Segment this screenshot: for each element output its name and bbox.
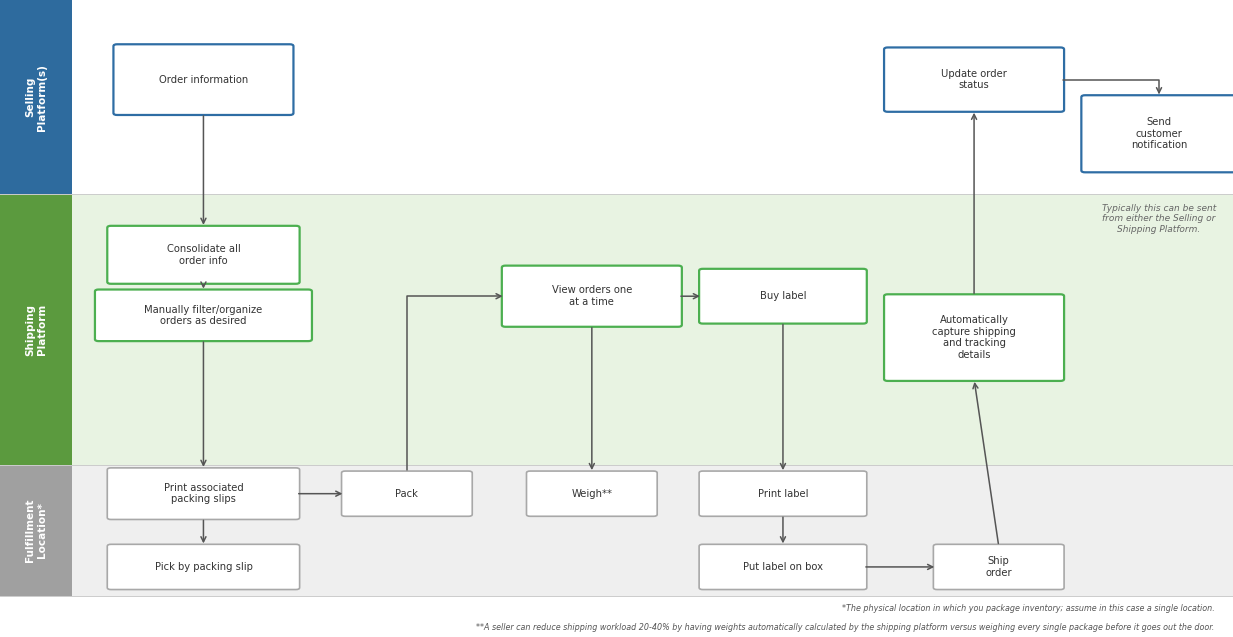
Text: Pack: Pack [396,489,418,499]
Text: Update order
status: Update order status [941,69,1007,90]
Text: Pick by packing slip: Pick by packing slip [154,562,253,572]
Text: Shipping
Platform: Shipping Platform [25,304,47,355]
FancyBboxPatch shape [95,289,312,341]
Text: *The physical location in which you package inventory; assume in this case a sin: *The physical location in which you pack… [842,604,1215,613]
Text: Manually filter/organize
orders as desired: Manually filter/organize orders as desir… [144,304,263,326]
Text: Put label on box: Put label on box [743,562,822,572]
Text: Consolidate all
order info: Consolidate all order info [166,244,240,266]
Text: Buy label: Buy label [760,291,806,301]
FancyBboxPatch shape [1081,95,1233,172]
Bar [72,194,1233,465]
FancyBboxPatch shape [699,471,867,516]
FancyBboxPatch shape [884,294,1064,381]
Text: Print associated
packing slips: Print associated packing slips [164,483,243,505]
FancyBboxPatch shape [107,226,300,284]
Text: Typically this can be sent
from either the Selling or
Shipping Platform.: Typically this can be sent from either t… [1102,204,1216,234]
FancyBboxPatch shape [107,544,300,590]
Bar [0,194,72,465]
FancyBboxPatch shape [342,471,472,516]
FancyBboxPatch shape [699,269,867,324]
FancyBboxPatch shape [526,471,657,516]
Text: Order information: Order information [159,75,248,85]
Bar [0,465,72,596]
Text: **A seller can reduce shipping workload 20-40% by having weights automatically c: **A seller can reduce shipping workload … [476,623,1215,632]
Text: Selling
Platform(s): Selling Platform(s) [25,64,47,131]
Bar [72,465,1233,596]
Text: Weigh**: Weigh** [571,489,613,499]
FancyBboxPatch shape [884,47,1064,112]
FancyBboxPatch shape [107,468,300,520]
Bar [72,0,1233,194]
Text: Fulfillment
Location*: Fulfillment Location* [25,499,47,562]
FancyBboxPatch shape [502,266,682,327]
Text: Ship
order: Ship order [985,556,1012,578]
Text: Send
customer
notification: Send customer notification [1131,117,1187,150]
Bar [0,0,72,194]
FancyBboxPatch shape [113,45,293,115]
FancyBboxPatch shape [699,544,867,590]
FancyBboxPatch shape [933,544,1064,590]
Text: View orders one
at a time: View orders one at a time [551,285,633,307]
Text: Print label: Print label [758,489,808,499]
Text: Automatically
capture shipping
and tracking
details: Automatically capture shipping and track… [932,315,1016,360]
